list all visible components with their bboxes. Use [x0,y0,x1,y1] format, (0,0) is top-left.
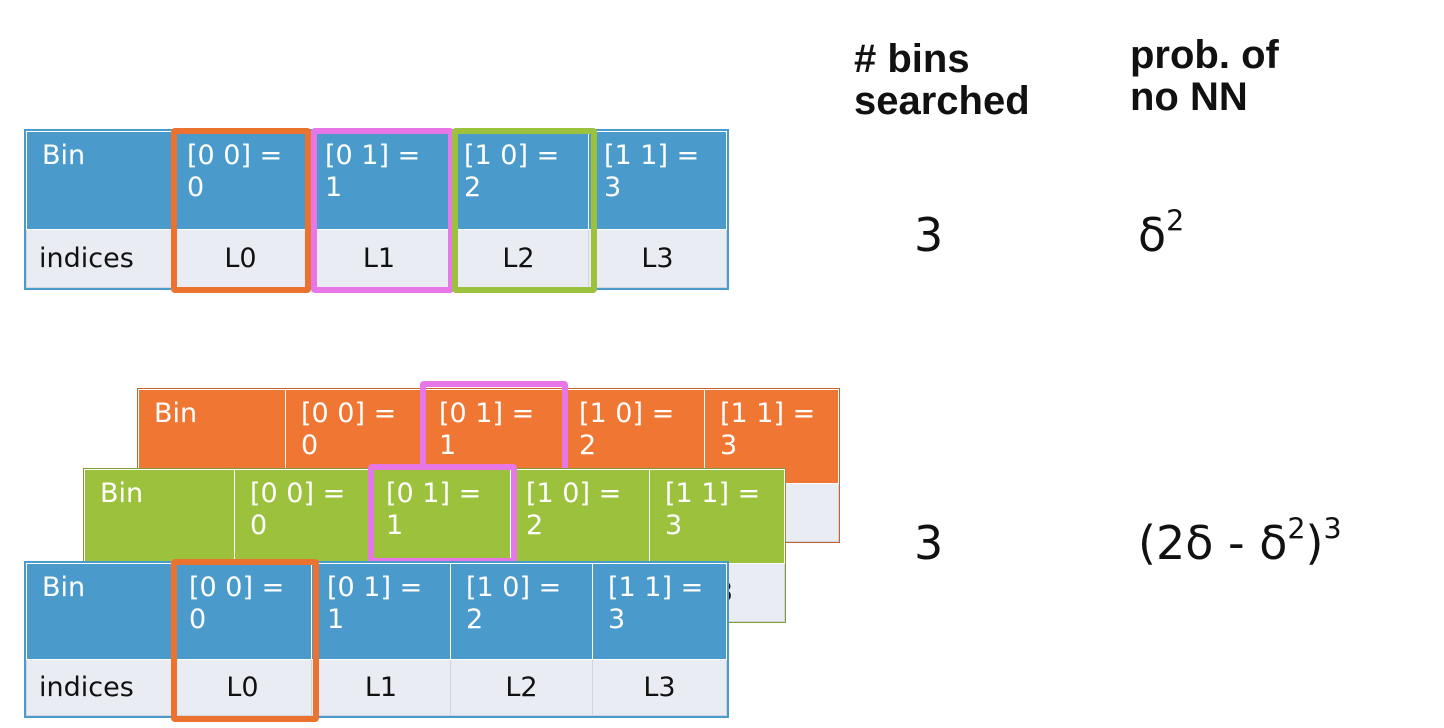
bin-cell-1: [0 1] = 1 [311,563,451,660]
row2-prob-outer-exponent: 3 [1323,512,1342,546]
bin-cell-2: [1 0] = 2 [563,389,705,484]
bin-label: Bin [26,131,172,230]
row1-prob-base: δ [1138,208,1167,262]
prob-no-nn-header-line1: prob. of [1130,33,1279,77]
row1-bins-searched: 3 [914,208,944,262]
bin-table-single: Bin [0 0] = 0 [0 1] = 1 [1 0] = 2 [1 1] … [24,129,729,290]
row2-prob-close: ) [1305,516,1324,570]
index-cell-2: L2 [448,229,589,288]
highlight-middle-bin-1-pink [368,464,517,564]
index-cell-3: L3 [592,659,727,716]
index-cell-1: L1 [311,659,451,716]
bin-cell-0: [0 0] = 0 [171,131,310,230]
bin-cell-3: [1 1] = 3 [592,563,727,660]
highlight-bin-0-orange [171,128,311,293]
prob-no-nn-header: prob. of no NN [1130,34,1279,118]
bin-label: Bin [84,469,235,564]
index-cell-2: L2 [450,659,593,716]
index-cell-0: L0 [171,229,310,288]
prob-no-nn-header-line2: no NN [1130,75,1248,119]
bin-cell-1: [0 1] = 1 [309,131,449,230]
indices-label: indices [26,229,172,288]
index-cell-0: L0 [173,659,312,716]
bin-cell-2: [1 0] = 2 [510,469,650,564]
highlight-front-bin-0-orange [171,559,319,722]
row1-prob-exponent: 2 [1166,204,1185,238]
index-cell-1: L1 [309,229,449,288]
bin-cell-3: [1 1] = 3 [649,469,785,564]
bin-cell-0: [0 0] = 0 [173,563,312,660]
bin-cell-1: [0 1] = 1 [370,469,511,564]
bin-table-front-blue: Bin [0 0] = 0 [0 1] = 1 [1 0] = 2 [1 1] … [24,561,729,718]
bin-cell-2: [1 0] = 2 [450,563,593,660]
row2-prob-open: (2δ - δ [1138,516,1288,570]
row1-probability: δ2 [1138,207,1184,262]
bins-searched-header-line2: searched [854,79,1030,123]
row2-bins-searched: 3 [914,516,944,570]
index-cell-3: L3 [588,229,727,288]
bin-label: Bin [26,563,174,660]
bin-cell-3: [1 1] = 3 [704,389,839,484]
bins-searched-header-line1: # bins [854,37,970,81]
bins-searched-header: # bins searched [854,38,1030,122]
highlight-bin-1-pink [311,128,454,293]
bin-cell-3: [1 1] = 3 [588,131,727,230]
indices-label: indices [26,659,174,716]
row2-probability: (2δ - δ2)3 [1138,515,1342,570]
highlight-bin-2-green [452,128,597,293]
bin-cell-0: [0 0] = 0 [234,469,371,564]
row2-prob-inner-exponent: 2 [1287,512,1306,546]
